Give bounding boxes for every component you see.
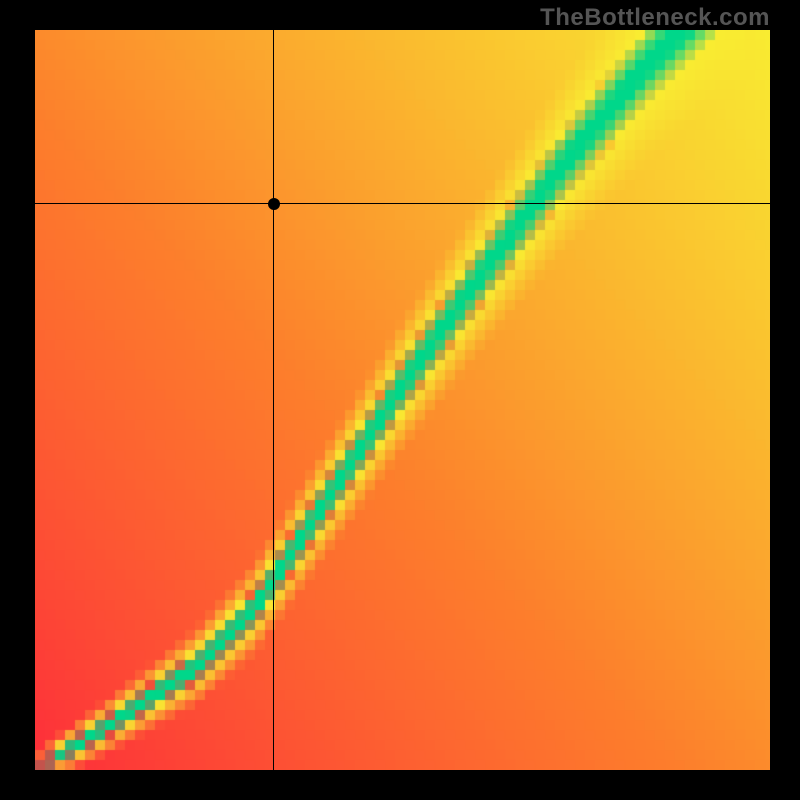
chart-container: TheBottleneck.com [0,0,800,800]
crosshair-horizontal [35,203,770,204]
watermark-text: TheBottleneck.com [540,4,770,32]
plot-area [35,30,770,770]
crosshair-vertical [273,30,274,770]
heatmap-canvas [35,30,770,770]
crosshair-marker [268,198,280,210]
